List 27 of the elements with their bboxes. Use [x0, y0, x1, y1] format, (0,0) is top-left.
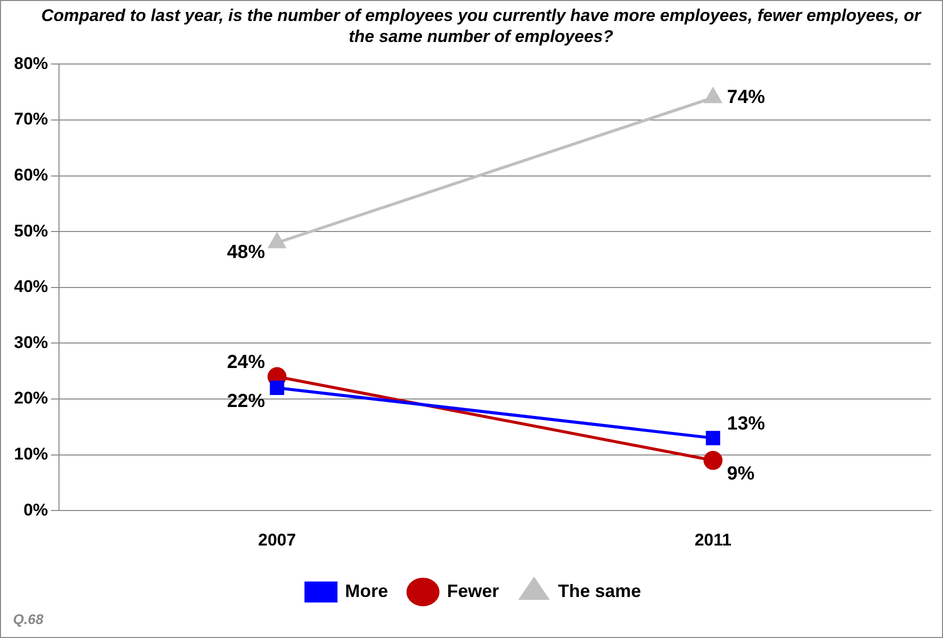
data-label: 13% [727, 413, 766, 434]
legend-label: Fewer [446, 580, 500, 601]
chart-title: Compared to last year, is the number of employees you currently have more employees, fewer employees, or the same number of employees? [41, 5, 921, 47]
point [704, 88, 722, 104]
legend-label: More [344, 580, 388, 601]
x-tick-label: 2011 [694, 530, 732, 550]
y-tick-label: 40% [14, 277, 48, 296]
y-tick-label: 10% [14, 444, 48, 464]
y-tick-label: 30% [14, 332, 48, 352]
x-tick-label: 2007 [258, 530, 296, 550]
y-tick-label: 60% [14, 165, 48, 184]
point [706, 430, 720, 446]
data-label: 48% [226, 242, 266, 263]
data-label: 74% [727, 86, 766, 108]
legend-label: The same [558, 580, 642, 601]
y-tick-label: 80% [14, 54, 48, 73]
point [704, 450, 723, 470]
data-label: 9% [727, 464, 755, 485]
point [270, 380, 284, 395]
y-tick-label: 20% [14, 388, 48, 408]
y-tick-label: 50% [14, 221, 48, 240]
y-tick-label: 0% [23, 500, 48, 520]
y-tick-label: 70% [14, 110, 48, 129]
data-label: 24% [226, 352, 266, 373]
text: Q.68 [13, 611, 44, 627]
point [268, 233, 286, 248]
data-label: 22% [226, 391, 266, 412]
